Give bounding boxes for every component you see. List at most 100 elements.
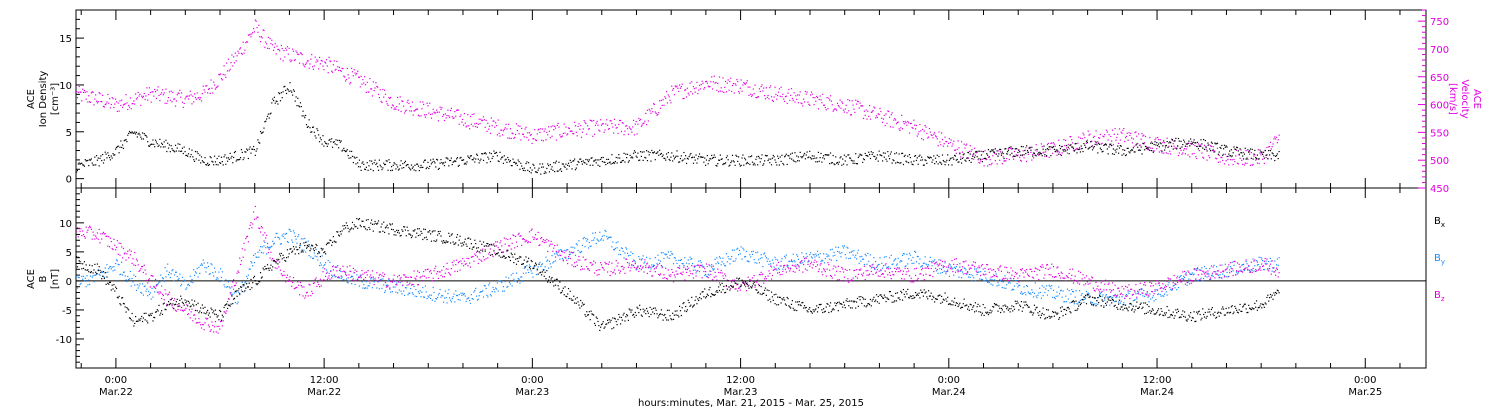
top-point: [500, 158, 501, 159]
top-point: [1163, 140, 1164, 141]
top-point: [1032, 156, 1033, 157]
bottom-point: [861, 256, 862, 257]
top-point: [353, 162, 354, 163]
bottom-point: [774, 267, 775, 268]
top-point: [912, 128, 913, 129]
bottom-point: [1067, 289, 1068, 290]
bottom-point: [350, 271, 351, 272]
top-point: [1141, 153, 1142, 154]
top-point: [390, 97, 391, 98]
top-point: [1257, 155, 1258, 156]
top-point: [781, 155, 782, 156]
top-point: [1168, 142, 1169, 143]
top-point: [671, 86, 672, 87]
top-point: [439, 112, 440, 113]
top-point: [829, 99, 830, 100]
top-point: [510, 160, 511, 161]
bottom-point: [77, 227, 78, 228]
top-point: [221, 78, 222, 79]
top-point: [1150, 143, 1151, 144]
top-point: [383, 97, 384, 98]
bottom-point: [712, 268, 713, 269]
bottom-point: [369, 283, 370, 284]
top-point: [997, 163, 998, 164]
bottom-point: [335, 276, 336, 277]
top-y2tick-label: 550: [1430, 128, 1449, 139]
top-point: [119, 111, 120, 112]
top-point: [1277, 142, 1278, 143]
bottom-point: [255, 253, 256, 254]
top-point: [1242, 164, 1243, 165]
top-point: [1170, 153, 1171, 154]
bottom-point: [177, 304, 178, 305]
top-point: [869, 154, 870, 155]
top-point: [1054, 144, 1055, 145]
bottom-point: [332, 266, 333, 267]
top-point: [876, 157, 877, 158]
bottom-point: [704, 275, 705, 276]
bottom-point: [355, 280, 356, 281]
top-point: [1023, 154, 1024, 155]
top-point: [1144, 149, 1145, 150]
top-point: [1108, 153, 1109, 154]
bottom-point: [895, 258, 896, 259]
top-point: [946, 141, 947, 142]
bottom-point: [578, 240, 579, 241]
top-point: [1272, 146, 1273, 147]
bottom-point: [918, 263, 919, 264]
top-point: [109, 157, 110, 158]
top-point: [944, 161, 945, 162]
bottom-point: [627, 253, 628, 254]
bottom-point: [469, 262, 470, 263]
top-point: [959, 153, 960, 154]
top-point: [409, 110, 410, 111]
top-point: [1115, 128, 1116, 129]
top-point: [896, 123, 897, 124]
bottom-point: [935, 268, 936, 269]
top-point: [440, 159, 441, 160]
bottom-point: [322, 267, 323, 268]
top-point: [681, 86, 682, 87]
top-point: [1058, 154, 1059, 155]
bottom-point: [476, 252, 477, 253]
bottom-point: [1033, 296, 1034, 297]
top-point: [908, 122, 909, 123]
top-point: [1128, 140, 1129, 141]
top-point: [964, 144, 965, 145]
top-point: [294, 91, 295, 92]
top-point: [507, 157, 508, 158]
top-point: [1247, 159, 1248, 160]
bottom-point: [595, 232, 596, 233]
top-point: [545, 128, 546, 129]
bottom-point: [906, 254, 907, 255]
top-point: [426, 114, 427, 115]
top-point: [1204, 145, 1205, 146]
bottom-point: [80, 228, 81, 229]
top-point: [227, 161, 228, 162]
bottom-point: [841, 252, 842, 253]
bottom-point: [217, 278, 218, 279]
top-point: [169, 144, 170, 145]
top-point: [1188, 141, 1189, 142]
top-point: [808, 156, 809, 157]
top-point: [1095, 144, 1096, 145]
top-point: [741, 79, 742, 80]
bottom-point: [1276, 264, 1277, 265]
bottom-point: [496, 245, 497, 246]
top-point: [331, 138, 332, 139]
bottom-point: [521, 245, 522, 246]
top-point: [716, 165, 717, 166]
bottom-point: [933, 261, 934, 262]
top-point: [93, 164, 94, 165]
top-point: [799, 160, 800, 161]
top-point: [998, 153, 999, 154]
bottom-point: [969, 274, 970, 275]
top-point: [704, 158, 705, 159]
top-point: [944, 164, 945, 165]
top-point: [284, 86, 285, 87]
top-point: [558, 171, 559, 172]
bottom-point: [181, 307, 182, 308]
top-point: [107, 152, 108, 153]
top-point: [978, 158, 979, 159]
top-point: [376, 163, 377, 164]
